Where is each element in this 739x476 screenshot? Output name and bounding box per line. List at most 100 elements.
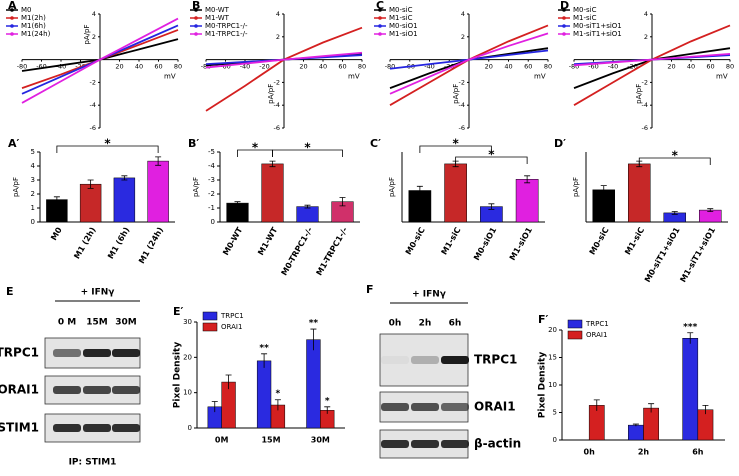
y-axis-label: pA/pF <box>572 177 580 197</box>
significance-bracket <box>455 156 528 164</box>
treatment-label: + IFNγ <box>412 290 446 300</box>
blot-band <box>411 403 439 411</box>
treatment-label: + IFNγ <box>81 288 115 298</box>
legend-marker <box>194 8 198 12</box>
y-tick-label: 1 <box>31 204 35 212</box>
blot-band <box>83 386 111 394</box>
lane-label: 0h <box>389 319 402 329</box>
legend-label: M1-siT1+siO1 <box>573 30 622 38</box>
panel-label: F′ <box>538 313 549 326</box>
y-axis-label: pA/pF <box>83 24 91 44</box>
x-tick-label: 60 <box>706 63 714 71</box>
category-label: M1 (6h) <box>106 226 131 261</box>
panel-label: D <box>560 0 569 12</box>
y-tick-label: 4 <box>461 10 465 18</box>
legend-marker <box>562 8 566 12</box>
legend-label: ORAI1 <box>586 331 607 339</box>
x-tick-label: 80 <box>726 63 734 71</box>
blot-footer: IP: STIM1 <box>69 458 117 468</box>
bar <box>697 409 714 441</box>
iv-curve <box>205 51 363 69</box>
legend-marker <box>562 32 566 36</box>
panel-label: A <box>8 0 17 12</box>
legend-marker <box>378 24 382 28</box>
x-tick-label: 40 <box>135 63 143 71</box>
y-tick-label: -3 <box>208 176 215 184</box>
x-tick-label: -40 <box>240 63 251 71</box>
y-tick-label: 20 <box>183 353 192 361</box>
lane-label: 6h <box>449 319 462 329</box>
category-label: 2h <box>638 448 650 457</box>
category-label: M0-siT1+siO1 <box>643 225 682 284</box>
panel-label: C <box>376 0 384 12</box>
y-axis-label: pA/pF <box>192 177 200 197</box>
y-tick-label: 2 <box>644 33 648 41</box>
x-tick-label: 20 <box>485 63 493 71</box>
legend-label: M1-siO1 <box>389 30 418 38</box>
category-label: M1-siC <box>623 226 646 257</box>
y-tick-label: -5 <box>208 148 215 156</box>
y-tick-label: 2 <box>461 33 465 41</box>
bar <box>296 206 319 223</box>
legend-label: M1-siC <box>573 14 597 22</box>
legend-marker <box>10 24 14 28</box>
y-tick-label: 5 <box>553 409 557 417</box>
y-axis-label: pA/pF <box>388 177 396 197</box>
blot-band <box>381 440 409 448</box>
x-tick-label: 80 <box>544 63 552 71</box>
y-tick-label: 10 <box>548 381 557 389</box>
row-label: TRPC1 <box>0 346 39 360</box>
legend-marker <box>378 8 382 12</box>
category-label: M1-siC <box>440 226 463 257</box>
legend-label: M0-TRPC1-/- <box>205 22 248 30</box>
significance-mark: * <box>252 141 259 155</box>
y-tick-label: 2 <box>92 33 96 41</box>
blot-band <box>441 403 469 411</box>
y-axis-label: pA/pF <box>12 177 20 197</box>
legend-marker <box>194 24 198 28</box>
category-label: M0-WT <box>221 225 244 257</box>
lane-label: 30M <box>115 318 137 328</box>
significance-mark: ** <box>309 319 319 329</box>
legend-swatch <box>567 319 583 329</box>
category-label: M0-siC <box>588 226 611 257</box>
error-bar <box>632 423 639 427</box>
panel-label: F <box>366 283 374 296</box>
legend-label: M1(2h) <box>21 14 46 22</box>
lane-label: 15M <box>86 318 108 328</box>
error-bar <box>304 204 311 209</box>
bar <box>515 179 539 223</box>
category-label: M1-siT1+siO1 <box>678 225 717 284</box>
x-axis-label: mV <box>348 73 360 81</box>
error-bar <box>324 406 331 414</box>
legend-label: M1-WT <box>205 14 230 22</box>
x-tick-label: -80 <box>385 63 396 71</box>
legend-label: M1-siC <box>389 14 413 22</box>
legend-swatch <box>567 330 583 340</box>
significance-mark: *** <box>683 322 697 332</box>
x-tick-label: 80 <box>358 63 366 71</box>
significance-mark: * <box>276 389 281 399</box>
y-tick-label: 15 <box>548 354 557 362</box>
legend-marker <box>10 32 14 36</box>
significance-mark: * <box>672 149 679 163</box>
blot-band <box>411 440 439 448</box>
y-tick-label: 20 <box>548 326 557 334</box>
panel-label: B′ <box>188 137 199 150</box>
error-bar <box>274 399 281 411</box>
bar <box>147 160 169 223</box>
category-label: M1 (2h) <box>72 226 97 261</box>
significance-mark: ** <box>259 343 269 353</box>
legend-label: M0-siC <box>389 6 413 14</box>
category-label: M1-siO1 <box>508 225 534 262</box>
category-label: M0 <box>49 225 64 242</box>
significance-mark: * <box>104 137 111 151</box>
panel-label: E′ <box>173 305 184 318</box>
y-axis-label: pA/pF <box>267 84 275 104</box>
error-bar <box>87 179 94 189</box>
error-bar <box>687 332 694 344</box>
significance-mark: * <box>325 396 330 406</box>
legend-label: M0-WT <box>205 6 230 14</box>
legend-label: M1(24h) <box>21 30 51 38</box>
